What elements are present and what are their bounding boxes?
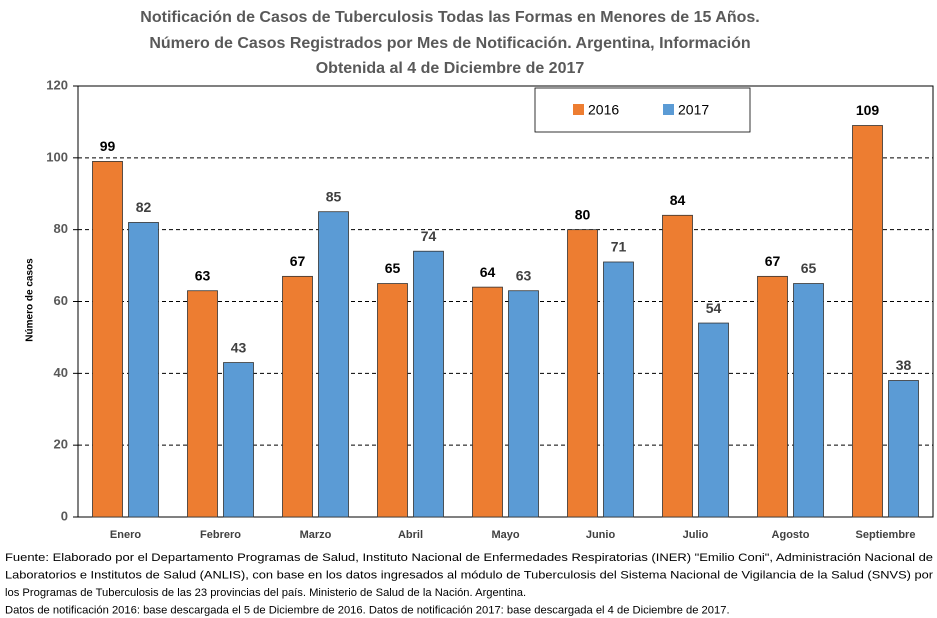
y-tick-label: 20: [54, 437, 68, 452]
bar: [888, 380, 919, 518]
value-label: 63: [195, 267, 211, 283]
x-tick-label: Abril: [398, 529, 423, 541]
bar: [603, 261, 634, 518]
footnote: los Programas de Tuberculosis de las 23 …: [5, 587, 526, 599]
y-tick-label: 60: [54, 293, 68, 308]
value-label: 65: [385, 260, 401, 276]
value-label: 74: [421, 228, 437, 244]
x-tick-label: Marzo: [300, 529, 332, 541]
x-tick-label: Febrero: [200, 529, 241, 541]
footnote: Laboratorios e Institutos de Salud (ANLI…: [5, 570, 933, 582]
footnote: Fuente: Elaborado por el Departamento Pr…: [5, 552, 933, 564]
value-label: 82: [136, 199, 152, 215]
x-tick-label: Junio: [586, 529, 616, 541]
chart-title: Notificación de Casos de Tuberculosis To…: [140, 9, 759, 26]
x-tick-label: Agosto: [772, 529, 810, 541]
bar: [223, 362, 254, 518]
chart-title: Número de Casos Registrados por Mes de N…: [149, 35, 750, 52]
bar: [413, 250, 444, 518]
value-label: 84: [670, 192, 686, 208]
chart-title: Obtenida al 4 de Diciembre de 2017: [316, 60, 585, 77]
x-tick-label: Enero: [110, 529, 141, 541]
x-tick-label: Julio: [683, 529, 709, 541]
bar: [698, 322, 729, 518]
value-label: 64: [480, 264, 496, 280]
legend-box: [534, 87, 751, 133]
bar: [472, 286, 503, 518]
value-label: 109: [856, 102, 880, 118]
y-tick-label: 80: [54, 221, 68, 236]
legend-label: 2017: [678, 102, 709, 118]
value-label: 80: [575, 206, 591, 222]
plot-frame: [77, 85, 934, 518]
x-tick-label: Mayo: [491, 529, 519, 541]
value-label: 99: [100, 138, 116, 154]
y-tick-label: 0: [61, 508, 68, 523]
bar: [567, 229, 598, 518]
bar: [377, 283, 408, 518]
bar: [128, 222, 159, 518]
y-tick-label: 40: [54, 365, 68, 380]
bar: [793, 283, 824, 518]
legend-swatch: [663, 104, 674, 115]
bar: [662, 214, 693, 518]
bar: [187, 290, 218, 518]
value-label: 43: [231, 339, 247, 355]
value-label: 67: [765, 253, 781, 269]
footnote: Datos de notificación 2016: base descarg…: [5, 605, 730, 617]
legend-swatch: [573, 104, 584, 115]
value-label: 63: [516, 267, 532, 283]
value-label: 67: [290, 253, 306, 269]
x-tick-label: Septiembre: [856, 529, 916, 541]
value-label: 65: [801, 260, 817, 276]
bar: [318, 211, 349, 518]
y-tick-label: 120: [46, 77, 68, 92]
bar: [852, 125, 883, 518]
y-axis-label: Número de casos: [25, 258, 36, 342]
bar: [508, 290, 539, 518]
value-label: 54: [706, 300, 722, 316]
value-label: 71: [611, 239, 627, 255]
bar: [757, 275, 788, 518]
y-tick-label: 100: [46, 149, 68, 164]
value-label: 85: [326, 188, 342, 204]
legend-label: 2016: [588, 102, 619, 118]
bar: [92, 161, 123, 518]
value-label: 38: [896, 357, 912, 373]
bar: [282, 275, 313, 518]
